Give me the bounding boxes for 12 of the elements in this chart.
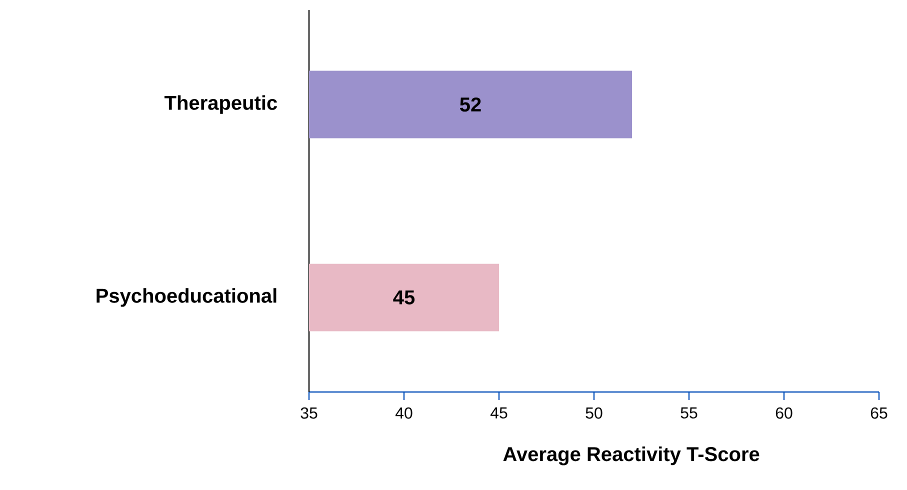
x-tick-label: 65	[870, 407, 888, 419]
data-label: 45	[393, 290, 415, 304]
x-tick-label: 50	[586, 407, 602, 419]
x-tick-label: 45	[490, 407, 508, 419]
y-tick-label: Therapeutic	[164, 95, 278, 114]
y-tick-label: Psychoeducational	[96, 288, 276, 307]
x-axis-title: Average Reactivity T-Score	[503, 446, 760, 466]
x-tick-label: 35	[300, 407, 318, 419]
x-tick-label: 60	[776, 407, 792, 419]
x-tick-label: 55	[680, 407, 698, 419]
x-tick-label: 40	[395, 407, 412, 419]
data-label: 52	[460, 97, 481, 112]
